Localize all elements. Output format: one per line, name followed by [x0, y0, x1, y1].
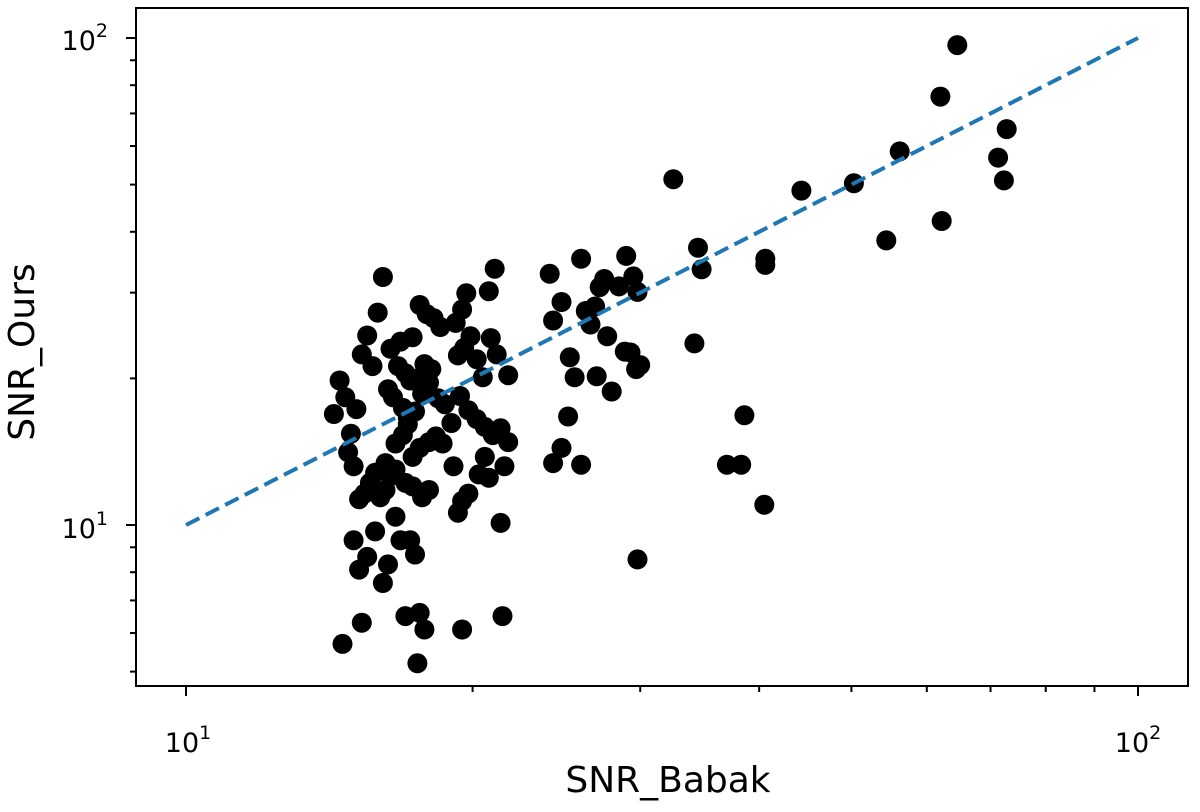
data-point — [421, 359, 442, 380]
data-point — [539, 263, 560, 284]
data-point — [492, 606, 513, 627]
data-point — [402, 327, 423, 348]
data-point — [430, 317, 451, 337]
data-point — [571, 248, 592, 269]
data-point — [609, 276, 629, 297]
data-point — [458, 483, 479, 504]
data-point — [558, 406, 579, 427]
data-point — [357, 325, 378, 346]
data-point — [443, 456, 464, 477]
data-point — [478, 281, 499, 302]
data-point — [385, 506, 406, 527]
data-point — [586, 366, 607, 387]
data-point — [734, 405, 755, 426]
data-point — [409, 602, 430, 623]
data-point — [601, 381, 622, 402]
data-point — [346, 399, 367, 420]
data-point — [551, 437, 572, 458]
data-point — [755, 254, 776, 275]
data-point — [498, 365, 519, 386]
data-point — [889, 141, 910, 162]
data-point — [332, 633, 353, 654]
data-point — [414, 619, 435, 640]
data-point — [372, 267, 393, 287]
data-point — [372, 573, 393, 593]
data-point — [688, 237, 708, 258]
data-point — [630, 355, 651, 376]
data-point — [551, 292, 572, 312]
data-point — [571, 454, 592, 475]
data-point — [484, 258, 505, 279]
data-point — [338, 442, 359, 463]
data-point — [494, 456, 515, 477]
data-point — [791, 180, 812, 201]
data-point — [876, 230, 897, 251]
data-point — [543, 310, 564, 331]
data-point — [559, 347, 580, 368]
data-point — [754, 494, 775, 515]
data-point — [432, 433, 453, 454]
data-point — [357, 546, 378, 567]
y-tick-label-10: 101 — [62, 508, 108, 545]
data-point — [323, 404, 344, 424]
data-point — [466, 349, 487, 370]
data-point — [405, 544, 425, 565]
data-point — [490, 512, 511, 533]
data-point — [616, 245, 637, 266]
x-tick-label-100: 102 — [1115, 722, 1161, 759]
data-point — [627, 549, 648, 570]
data-point — [684, 333, 705, 354]
data-point — [407, 653, 428, 674]
data-point — [456, 283, 477, 304]
plot-frame — [135, 7, 1189, 687]
data-point — [486, 344, 507, 365]
data-point — [460, 326, 481, 347]
data-point — [343, 530, 364, 551]
x-tick-label-10: 101 — [165, 722, 211, 759]
reference-line-layer — [185, 36, 1139, 527]
data-point — [993, 170, 1014, 191]
y-axis-label: SNR_Ours — [2, 263, 43, 441]
data-point — [367, 302, 388, 323]
data-point — [434, 394, 455, 415]
data-point — [447, 502, 468, 523]
data-point — [594, 269, 615, 289]
data-point — [378, 554, 398, 575]
data-point — [498, 432, 519, 453]
x-axis-label: SNR_Babak — [565, 760, 770, 801]
data-point — [597, 326, 618, 347]
data-point — [564, 367, 585, 388]
y-axis-ticks — [126, 37, 136, 673]
data-point — [930, 86, 951, 107]
data-point — [362, 356, 383, 377]
data-point — [947, 35, 968, 56]
data-point — [663, 169, 684, 190]
data-point — [716, 454, 737, 475]
data-point — [731, 454, 752, 475]
data-point — [623, 266, 644, 287]
data-point — [988, 147, 1009, 168]
data-point — [441, 413, 462, 433]
data-point — [329, 370, 350, 391]
data-point — [996, 119, 1017, 140]
data-point — [452, 619, 473, 640]
y-tick-label-100: 102 — [62, 20, 108, 57]
data-point — [478, 467, 499, 488]
data-point — [365, 521, 386, 542]
data-point — [351, 612, 372, 633]
reference-line-y-equals-x — [185, 36, 1139, 527]
points-layer — [323, 35, 1017, 674]
data-point — [419, 480, 439, 500]
data-point — [452, 299, 473, 320]
x-axis-ticks — [185, 686, 1139, 696]
data-point — [931, 211, 952, 231]
data-point — [480, 328, 501, 349]
data-point — [543, 453, 564, 474]
data-point — [474, 446, 495, 467]
